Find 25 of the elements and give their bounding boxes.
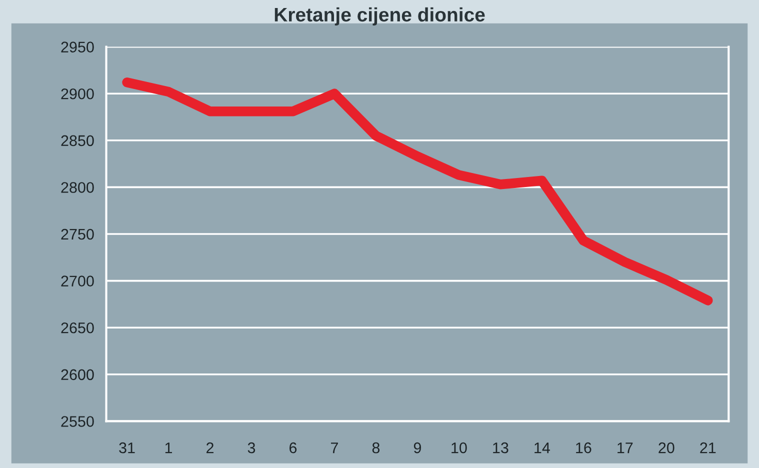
- y-tick-label: 2650: [61, 322, 94, 334]
- x-tick-label: 21: [700, 442, 716, 454]
- y-tick-label: 2750: [61, 228, 94, 240]
- x-tick-label: 17: [618, 442, 633, 454]
- x-tick-label: 6: [290, 442, 297, 454]
- y-tick-label: 2800: [61, 182, 94, 193]
- x-tick-label: 8: [372, 442, 380, 454]
- y-tick-label: 2600: [61, 369, 94, 380]
- x-tick-label: 1: [165, 442, 172, 454]
- x-tick-label: 2: [206, 442, 214, 454]
- y-tick-label: 2900: [61, 88, 94, 100]
- x-tick-label: 31: [119, 442, 135, 454]
- x-tick-label: 14: [534, 442, 550, 454]
- x-tick-label: 20: [658, 442, 674, 454]
- x-tick-label: 10: [452, 442, 467, 454]
- x-tick-label: 7: [331, 442, 338, 454]
- x-tick-label: 3: [248, 442, 256, 454]
- y-tick-label: 2550: [61, 416, 94, 427]
- y-tick-label: 2950: [61, 42, 94, 52]
- chart-title: Kretanje cijene dionice: [274, 7, 485, 26]
- x-tick-label: 13: [493, 442, 508, 454]
- y-tick-label: 2700: [61, 276, 94, 286]
- x-tick-label: 9: [414, 442, 421, 454]
- y-tick-label: 2850: [61, 135, 94, 146]
- x-tick-label: 16: [576, 442, 592, 454]
